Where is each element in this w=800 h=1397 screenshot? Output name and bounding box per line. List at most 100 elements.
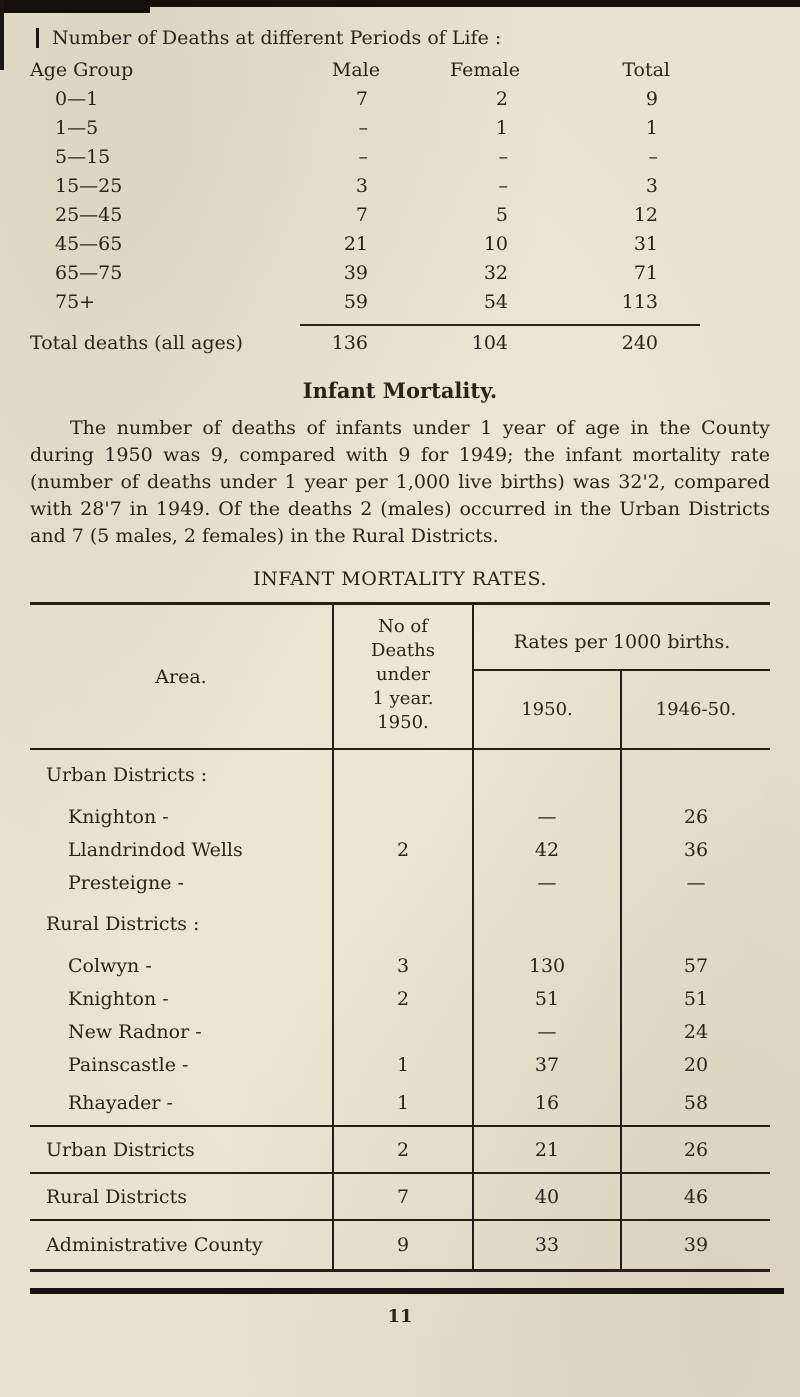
page-number: 11 <box>387 1306 413 1327</box>
deaths-value <box>332 800 472 833</box>
deaths-value: 2 <box>332 833 472 866</box>
deaths-table-row: 75+ 59 54 113 <box>30 288 770 317</box>
male-header: Male <box>331 59 380 81</box>
rate-1950-value: 16 <box>472 1081 620 1125</box>
total-value: 3 <box>645 175 658 197</box>
empty-cell <box>472 750 620 800</box>
deaths-table-header-row: Age Group Male Female Total <box>30 56 770 85</box>
deaths-by-age-table: Age Group Male Female Total 0—1 7 2 9 1—… <box>30 56 770 358</box>
female-value: 54 <box>483 291 508 313</box>
age-label: 65—75 <box>55 262 123 284</box>
empty-cell <box>620 750 770 800</box>
male-value: 3 <box>355 175 368 197</box>
rate-1946-50-value: 58 <box>620 1081 770 1125</box>
female-value: 5 <box>495 204 508 226</box>
age-label: 0—1 <box>55 88 99 110</box>
female-value: 1 <box>495 117 508 139</box>
rates-table-row: Painscastle - 1 37 20 <box>30 1048 770 1081</box>
rates-table-row: Presteigne - — — <box>30 866 770 899</box>
rate-1950-value: 51 <box>472 982 620 1015</box>
age-label: 25—45 <box>55 204 123 226</box>
male-value: – <box>358 117 369 139</box>
deaths-table-row: 0—1 7 2 9 <box>30 85 770 114</box>
rate-1946-50-value: 39 <box>620 1221 770 1269</box>
rates-table-row: Colwyn - 3 130 57 <box>30 949 770 982</box>
male-value: 7 <box>355 88 368 110</box>
rate-1946-50-value: 46 <box>620 1174 770 1219</box>
summary-row-urban: Urban Districts 2 21 26 <box>30 1125 770 1172</box>
deaths-value: 2 <box>332 1127 472 1172</box>
male-value: 7 <box>355 204 368 226</box>
male-value: 59 <box>343 291 368 313</box>
deaths-value: 1 <box>332 1081 472 1125</box>
deaths-value <box>332 866 472 899</box>
scan-edge-artifact-left <box>0 0 4 70</box>
deaths-table-row: 1—5 – 1 1 <box>30 114 770 143</box>
deaths-table-title: Number of Deaths at different Periods of… <box>52 27 502 49</box>
infant-mortality-heading: Infant Mortality. <box>302 378 498 403</box>
empty-cell <box>620 899 770 949</box>
summary-row-county: Administrative County 9 33 39 <box>30 1219 770 1269</box>
male-value: 39 <box>343 262 368 284</box>
area-label: Urban Districts <box>46 1138 195 1161</box>
deaths-value <box>332 1015 472 1048</box>
area-label: Rural Districts <box>46 1185 187 1208</box>
deaths-header-line: 1 year. <box>372 688 434 709</box>
rate-1950-header: 1950. <box>521 699 573 720</box>
rate-1950-value: 33 <box>472 1221 620 1269</box>
rate-1946-50-value: 24 <box>620 1015 770 1048</box>
rate-1946-50-value: 26 <box>620 800 770 833</box>
rates-table-title: INFANT MORTALITY RATES. <box>253 568 547 590</box>
deaths-table-row: 5—15 – – – <box>30 143 770 172</box>
female-value: – <box>498 175 509 197</box>
total-value: 31 <box>633 233 658 255</box>
section-label: Rural Districts : <box>46 913 200 935</box>
area-label: Administrative County <box>46 1234 263 1256</box>
total-header: Total <box>622 59 670 81</box>
infant-mortality-rates-table: Area. No of Deaths under 1 year. 1950. R… <box>30 602 770 1272</box>
rate-1946-50-value: 57 <box>620 949 770 982</box>
rates-per-1000-label: Rates per 1000 births. <box>474 605 770 671</box>
area-column-header: Area. <box>155 665 207 688</box>
infant-mortality-paragraph: The number of deaths of infants under 1 … <box>30 417 770 547</box>
deaths-table-row: 15—25 3 – 3 <box>30 172 770 201</box>
rates-table-row: Llandrindod Wells 2 42 36 <box>30 833 770 866</box>
total-value: 71 <box>633 262 658 284</box>
age-label: 45—65 <box>55 233 123 255</box>
section-label: Urban Districts : <box>46 764 208 786</box>
grand-total: 240 <box>621 332 658 354</box>
female-value: 32 <box>483 262 508 284</box>
rates-table-header: Area. No of Deaths under 1 year. 1950. R… <box>30 605 770 750</box>
age-label: 75+ <box>55 291 96 313</box>
female-header: Female <box>449 59 520 81</box>
deaths-value: 2 <box>332 982 472 1015</box>
male-value: 21 <box>343 233 368 255</box>
area-label: Knighton - <box>68 987 169 1010</box>
female-value: 2 <box>495 88 508 110</box>
rate-1946-50-value: 36 <box>620 833 770 866</box>
rate-1950-value: 42 <box>472 833 620 866</box>
area-label: Llandrindod Wells <box>68 838 243 861</box>
rate-1950-value: — <box>472 1015 620 1048</box>
rate-1950-value: 37 <box>472 1048 620 1081</box>
female-value: 10 <box>483 233 508 255</box>
age-group-header: Age Group <box>30 59 134 81</box>
total-value: 1 <box>645 117 658 139</box>
scan-edge-artifact-top <box>0 0 800 7</box>
empty-cell <box>472 899 620 949</box>
female-total: 104 <box>471 332 508 354</box>
total-value: 113 <box>621 291 658 313</box>
deaths-table-total-row: Total deaths (all ages) 136 104 240 <box>30 329 770 358</box>
deaths-header-line: Deaths <box>371 640 435 661</box>
rate-1946-50-header: 1946-50. <box>620 671 770 748</box>
document-page: Number of Deaths at different Periods of… <box>30 27 784 1327</box>
rates-column-header: Rates per 1000 births. 1950. 1946-50. <box>472 605 770 748</box>
rates-table-row: Rhayader - 1 16 58 <box>30 1081 770 1125</box>
area-label: New Radnor - <box>68 1020 202 1043</box>
rate-1946-50-value: 20 <box>620 1048 770 1081</box>
rate-1946-50-value: — <box>620 866 770 899</box>
rate-1946-50-value: 51 <box>620 982 770 1015</box>
section-row-rural: Rural Districts : <box>30 899 770 949</box>
age-label: 5—15 <box>55 146 111 168</box>
print-artifact-bar <box>36 28 39 48</box>
